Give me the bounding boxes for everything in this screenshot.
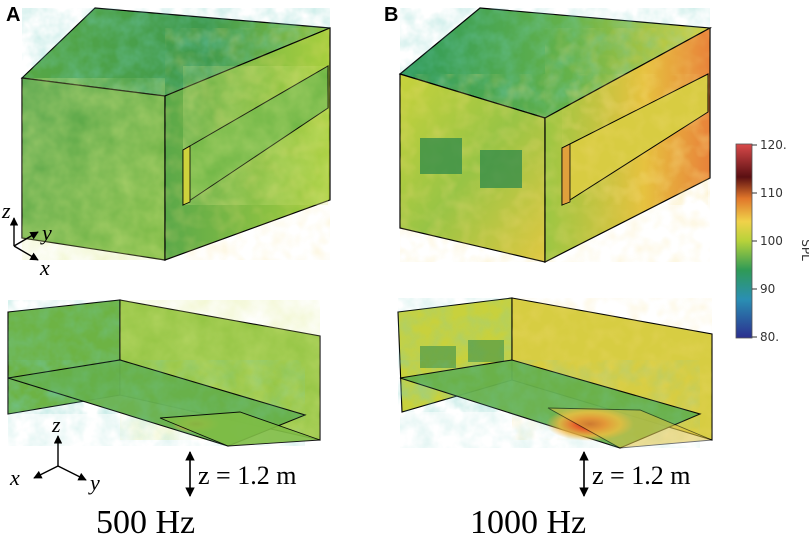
colorbar-title: SPL bbox=[799, 239, 809, 261]
colorbar-tick-90: 90 bbox=[760, 282, 775, 296]
colorbar-tick-80: 80. bbox=[760, 330, 779, 344]
frequency-label-1000hz: 1000 Hz bbox=[470, 504, 587, 541]
height-label-1000hz: z = 1.2 m bbox=[592, 461, 690, 490]
slices-1000hz bbox=[397, 297, 713, 449]
height-label-500hz: z = 1.2 m bbox=[198, 461, 296, 490]
axis-triad-top bbox=[9, 217, 39, 261]
axis-label-x-top: x bbox=[39, 255, 50, 280]
box-1000hz bbox=[398, 7, 713, 263]
colorbar-tick-100: 100 bbox=[760, 234, 783, 248]
axis-label-y-top: y bbox=[40, 220, 52, 245]
axis-label-y-bottom: y bbox=[88, 470, 100, 495]
axis-triad-bottom bbox=[33, 435, 87, 481]
colorbar-tick-120: 120. bbox=[760, 138, 787, 152]
frequency-label-500hz: 500 Hz bbox=[96, 504, 196, 541]
slices-500hz bbox=[7, 299, 321, 447]
axis-label-x-bottom: x bbox=[9, 465, 20, 490]
axis-label-z-top: z bbox=[1, 198, 11, 223]
box-500hz bbox=[20, 7, 331, 261]
colorbar-tick-110: 110 bbox=[760, 186, 783, 200]
panel-b-letter: B bbox=[384, 4, 399, 26]
panel-a-letter: A bbox=[6, 4, 21, 26]
colorbar: 120. 110 100 90 80. SPL bbox=[735, 138, 809, 344]
axis-label-z-bottom: z bbox=[51, 412, 61, 437]
